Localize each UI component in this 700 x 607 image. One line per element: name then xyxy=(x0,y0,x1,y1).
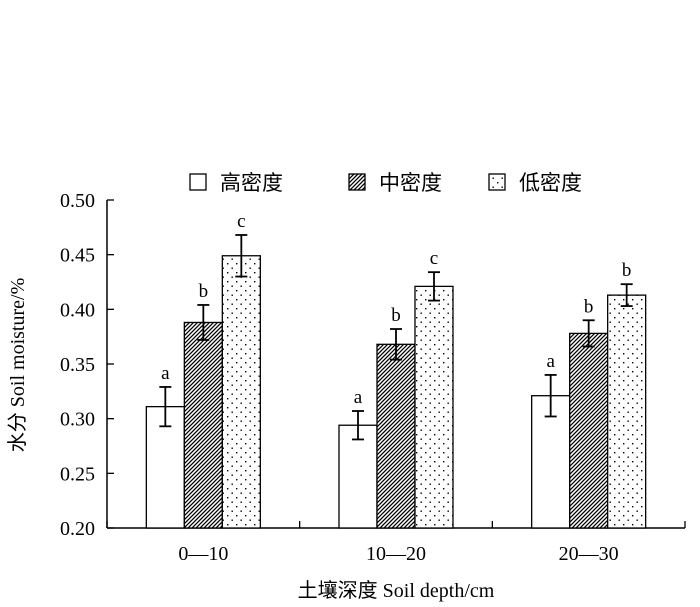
y-axis-title: 水分 Soil moisture/% xyxy=(6,278,29,452)
y-tick-label: 0.50 xyxy=(60,190,95,212)
x-tick-label: 20—30 xyxy=(559,543,619,565)
significance-label: a xyxy=(161,363,170,384)
bars: a b c a b c a b b xyxy=(145,211,647,529)
x-axis-title: 土壤深度 Soil depth/cm xyxy=(298,579,495,602)
legend-label-2: 低密度 xyxy=(519,171,582,195)
legend-item-1: 中密度 xyxy=(348,171,442,195)
significance-label: a xyxy=(354,387,363,408)
bar xyxy=(531,395,571,529)
y-tick-label: 0.40 xyxy=(60,299,95,321)
x-tick-label: 10—20 xyxy=(366,543,426,565)
bar xyxy=(183,321,223,529)
y-tick-label: 0.20 xyxy=(60,518,95,540)
x-tick-label: 0—10 xyxy=(178,543,228,565)
legend-item-2: 低密度 xyxy=(488,171,582,195)
x-ticks: 0—10 10—20 20—30 xyxy=(106,521,686,565)
bar xyxy=(221,255,261,529)
bar xyxy=(569,332,609,529)
bar xyxy=(607,294,647,529)
significance-label: c xyxy=(237,211,245,232)
significance-label: b xyxy=(584,296,594,317)
significance-label: b xyxy=(622,260,632,281)
bar xyxy=(414,285,454,529)
y-ticks: 0.20 0.25 0.30 0.35 0.40 0.45 0.50 xyxy=(60,190,114,540)
legend-swatch-0 xyxy=(189,173,207,191)
bar xyxy=(338,424,378,529)
legend-swatch-2 xyxy=(488,173,506,191)
significance-label: c xyxy=(430,248,438,269)
y-tick-label: 0.25 xyxy=(60,463,95,485)
legend-item-0: 高密度 xyxy=(189,171,283,195)
legend-label-0: 高密度 xyxy=(220,171,283,195)
bar xyxy=(376,343,416,529)
significance-label: b xyxy=(199,281,209,302)
y-tick-label: 0.45 xyxy=(60,245,95,267)
y-tick-label: 0.30 xyxy=(60,409,95,431)
legend-label-1: 中密度 xyxy=(379,171,442,195)
y-tick-label: 0.35 xyxy=(60,354,95,376)
legend: 高密度 中密度 低密度 xyxy=(189,171,582,195)
significance-label: a xyxy=(546,351,555,372)
legend-swatch-1 xyxy=(348,173,366,191)
significance-label: b xyxy=(391,305,401,326)
